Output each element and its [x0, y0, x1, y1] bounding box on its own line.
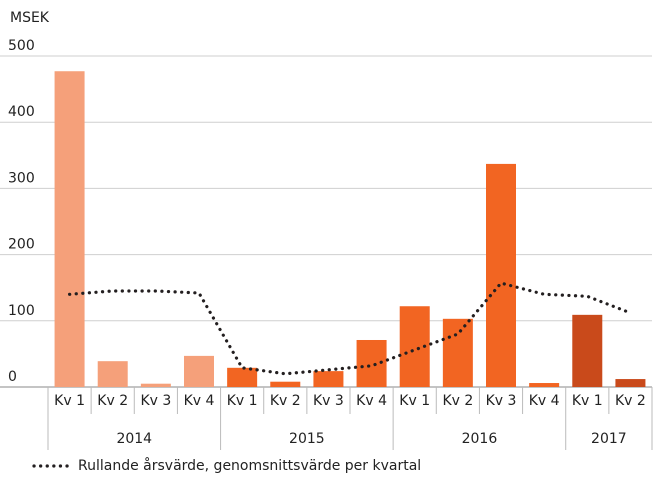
- bar: [140, 383, 171, 387]
- bar: [313, 371, 344, 387]
- y-axis-label: MSEK: [10, 10, 50, 26]
- group-label: 2017: [591, 431, 627, 447]
- x-tick-label: Kv 3: [313, 393, 344, 409]
- bar: [615, 379, 646, 387]
- y-tick-label: 400: [8, 104, 35, 120]
- x-tick-label: Kv 2: [442, 393, 473, 409]
- y-tick-label: 100: [8, 303, 35, 319]
- bar: [184, 355, 214, 387]
- bar: [97, 361, 128, 387]
- bar: [572, 314, 603, 387]
- x-tick-label: Kv 2: [270, 393, 301, 409]
- legend-label: Rullande årsvärde, genomsnittsvärde per …: [78, 457, 421, 474]
- bar: [529, 383, 560, 387]
- group-label: 2015: [289, 431, 325, 447]
- x-tick-label: Kv 1: [227, 393, 258, 409]
- group-label: 2014: [116, 431, 152, 447]
- line: [67, 281, 633, 376]
- x-tick-label: Kv 4: [356, 393, 387, 409]
- x-tick-label: Kv 3: [486, 393, 517, 409]
- bar: [486, 163, 516, 387]
- x-tick-label: Kv 1: [54, 393, 85, 409]
- y-tick-label: 300: [8, 170, 35, 186]
- x-tick-label: Kv 1: [572, 393, 603, 409]
- x-tick-label: Kv 4: [184, 393, 215, 409]
- x-tick-label: Kv 3: [140, 393, 171, 409]
- bar: [270, 381, 301, 387]
- group-label: 2016: [462, 431, 498, 447]
- bar: [54, 71, 85, 387]
- y-tick-label: 200: [8, 237, 35, 253]
- y-tick-label: 0: [8, 369, 17, 385]
- y-tick-label: 500: [8, 38, 35, 54]
- x-tick-label: Kv 4: [529, 393, 560, 409]
- bar: [227, 367, 258, 387]
- bar: [442, 318, 473, 387]
- x-tick-label: Kv 2: [97, 393, 128, 409]
- x-tick-label: Kv 2: [615, 393, 646, 409]
- x-tick-label: Kv 1: [399, 393, 430, 409]
